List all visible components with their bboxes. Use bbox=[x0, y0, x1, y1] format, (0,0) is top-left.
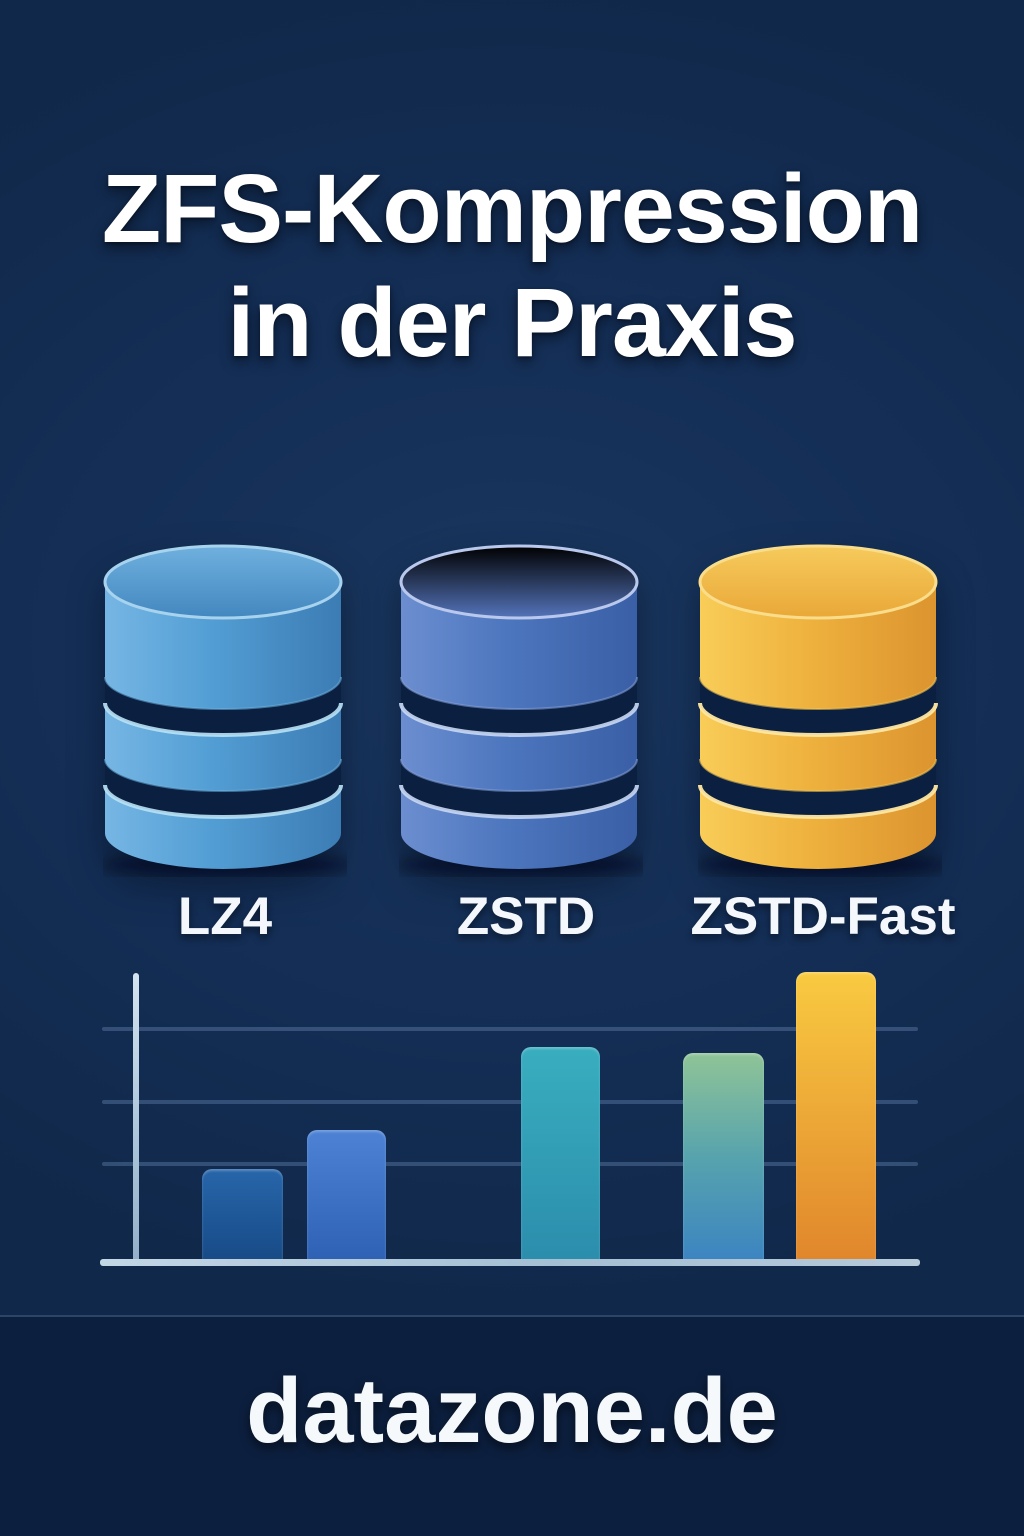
gridline bbox=[102, 1100, 918, 1104]
bar-2 bbox=[307, 1130, 386, 1262]
title-line-1: ZFS-Kompression bbox=[101, 154, 923, 263]
bar-4 bbox=[683, 1053, 764, 1262]
bar-chart bbox=[100, 970, 920, 1266]
database-cylinder-zstd-icon bbox=[399, 544, 643, 876]
x-axis-line bbox=[100, 1259, 920, 1266]
bar-5 bbox=[796, 972, 876, 1262]
cylinder-label-zstd: ZSTD bbox=[456, 887, 596, 946]
cylinder-label-zstd-fast: ZSTD-Fast bbox=[690, 887, 956, 946]
page-title: ZFS-Kompression in der Praxis bbox=[0, 152, 1024, 380]
database-cylinder-lz4-icon bbox=[103, 544, 347, 876]
gridline bbox=[102, 1162, 918, 1166]
y-axis-line bbox=[133, 973, 139, 1266]
bar-3 bbox=[521, 1047, 600, 1262]
title-line-2: in der Praxis bbox=[227, 268, 797, 377]
bar-group bbox=[100, 972, 920, 1262]
footer-bar: datazone.de bbox=[0, 1315, 1024, 1536]
cylinder-label-lz4: LZ4 bbox=[177, 887, 273, 946]
footer-site-text: datazone.de bbox=[246, 1360, 778, 1462]
bar-1 bbox=[202, 1169, 283, 1262]
database-cylinder-zstd-fast-icon bbox=[698, 544, 942, 876]
gridline bbox=[102, 1027, 918, 1031]
